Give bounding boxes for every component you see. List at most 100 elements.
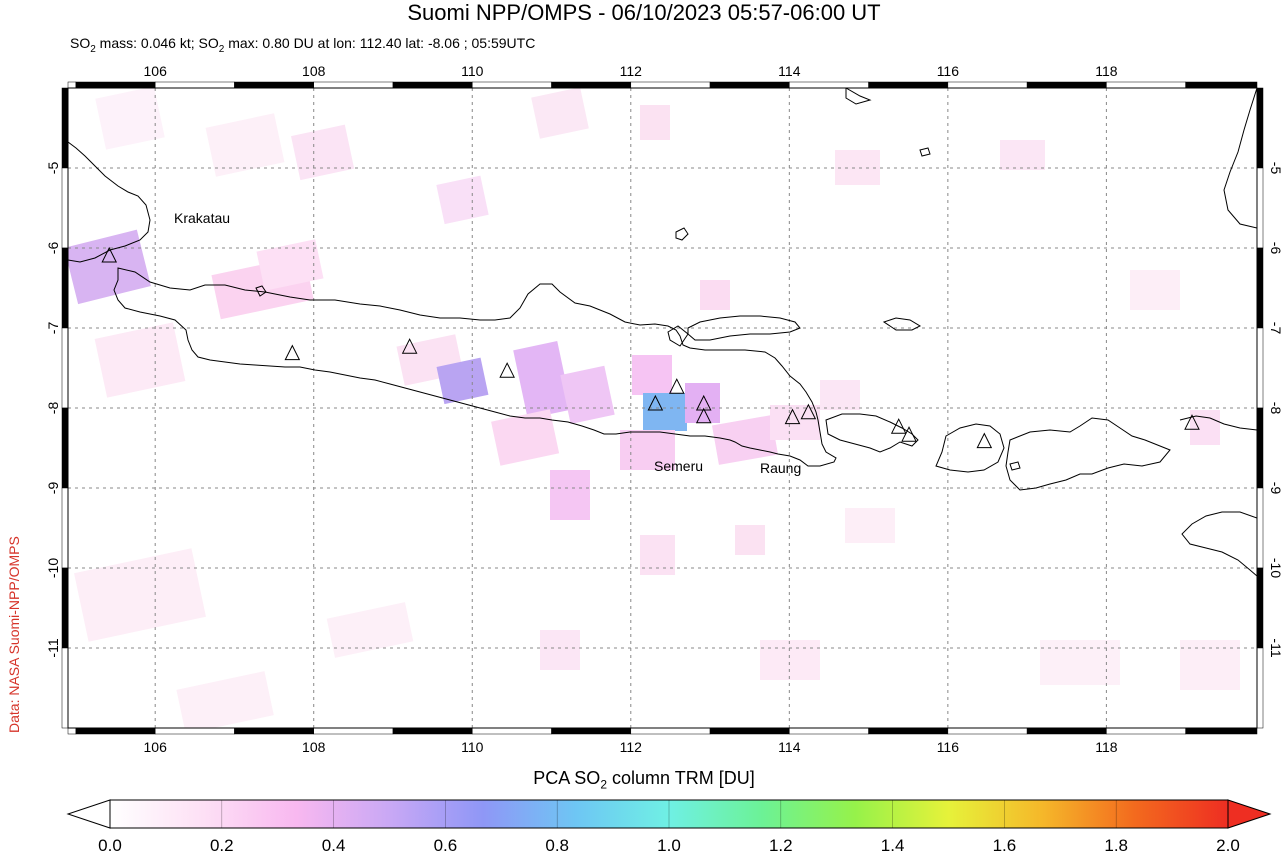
lon-tick-label-top: 114 — [778, 63, 801, 79]
coastline-bawean — [675, 227, 689, 241]
so2-pixel — [640, 535, 675, 575]
so2-pixel — [1000, 140, 1045, 170]
so2-pixel — [820, 380, 860, 410]
so2-pixel — [256, 239, 324, 291]
volcano-triangle-icon — [284, 344, 301, 361]
volcano-labels: Krakatau Semeru Raung — [174, 210, 801, 476]
coastline-kalimantan — [1223, 88, 1257, 229]
colorbar-title: PCA SO2 column TRM [DU] — [0, 768, 1288, 792]
so2-pixel — [711, 415, 779, 465]
colorbar-tick-label: 1.6 — [992, 836, 1017, 855]
colorbar-title-suffix: column TRM [DU] — [607, 768, 755, 788]
so2-pixel — [1130, 270, 1180, 310]
frame-bar-bottom — [709, 727, 790, 735]
lat-tick-label-right: -9 — [1268, 482, 1284, 495]
frame-bar-bottom — [868, 727, 949, 735]
frame-bar-right — [1256, 167, 1264, 249]
frame-bar-top — [947, 81, 1028, 89]
so2-pixel — [700, 280, 730, 310]
so2-pixel — [550, 470, 590, 520]
so2-pixel — [560, 365, 615, 425]
map-frame — [61, 81, 1264, 735]
frame-bar-right — [1256, 407, 1264, 489]
colorbar-title-prefix: PCA SO — [533, 768, 601, 788]
colorbar-under-arrow — [66, 799, 111, 829]
coastline-madura — [687, 315, 801, 341]
coastline-sumba — [1181, 511, 1257, 577]
volcano-triangle-icon — [800, 403, 817, 420]
lon-tick-label-top: 118 — [1095, 63, 1118, 79]
frame-bar-right — [1256, 567, 1264, 649]
so2-pixel — [620, 430, 675, 470]
coastline-sumbawa — [1005, 417, 1171, 491]
frame-bar-top — [472, 81, 552, 89]
colorbar-tick-label: 2.0 — [1216, 836, 1240, 855]
lat-tick-label-left: -10 — [45, 558, 61, 578]
volcano-triangle-icon — [784, 408, 801, 425]
frame-bar-top — [67, 81, 77, 89]
lat-tick-label-left: -9 — [45, 482, 61, 495]
max-value: max: 0.80 DU at lon: 112.40 lat: -8.06 ;… — [224, 35, 536, 51]
colorbar-tick-marks — [109, 800, 1229, 828]
so2-pixel — [735, 525, 765, 555]
frame-bar-bottom — [947, 727, 1028, 735]
frame-bar-top — [868, 81, 949, 89]
coastline-bali — [825, 413, 919, 453]
so2-pixel — [205, 113, 285, 177]
frame-bar-bottom — [1185, 727, 1258, 735]
so2-summary: SO2 mass: 0.046 kt; SO2 max: 0.80 DU at … — [70, 35, 535, 55]
map-gridlines — [68, 88, 1257, 728]
so2-pixel — [74, 548, 206, 642]
lon-tick-label-top: 108 — [302, 63, 326, 79]
so2-pixel — [1040, 640, 1120, 685]
lat-tick-label-left: -6 — [45, 242, 61, 255]
so2-pixel — [94, 322, 186, 398]
lat-tick-label-right: -6 — [1268, 242, 1284, 255]
coastline-small-island — [667, 325, 689, 347]
lat-tick-label-left: -8 — [45, 402, 61, 415]
lon-tick-label-bottom: 106 — [144, 739, 168, 755]
colorbar-tick-label: 0.2 — [209, 836, 234, 855]
frame-bar-left — [61, 327, 69, 409]
colorbar-tick-label: 0.8 — [545, 836, 570, 855]
frame-bar-top — [154, 81, 235, 89]
so2-pixel — [640, 105, 670, 140]
lon-tick-label-top: 112 — [620, 63, 643, 79]
lat-tick-label-right: -7 — [1268, 322, 1284, 335]
so2-pixel — [531, 88, 589, 139]
frame-bar-top — [392, 81, 473, 89]
frame-bar-left — [61, 87, 69, 169]
frame-bar-bottom — [313, 727, 394, 735]
frame-bar-left — [61, 647, 69, 729]
volcano-label-krakatau: Krakatau — [174, 210, 230, 226]
so2-pixel — [685, 383, 720, 423]
lat-tick-label-right: -8 — [1268, 402, 1284, 415]
volcano-triangle-icon — [499, 362, 515, 378]
volcano-label-semeru: Semeru — [654, 458, 703, 474]
colorbar — [66, 799, 1272, 829]
so2-max-pixel — [643, 393, 687, 431]
frame-bar-right — [1256, 327, 1264, 409]
lon-tick-label-bottom: 118 — [1095, 739, 1118, 755]
coastline-kangean — [882, 317, 922, 331]
axis-tick-labels: 106 106 108 108 110 110 112 112 114 114 116 116 118 1… — [45, 63, 1284, 755]
lat-tick-label-left: -5 — [45, 162, 61, 175]
max-label-subscript: 2 — [218, 43, 225, 55]
so2-pixel — [835, 150, 880, 185]
so2-pixel — [326, 602, 414, 658]
mass-label-subscript: 2 — [90, 43, 96, 55]
coastline-borneo-south — [845, 88, 872, 105]
frame-bar-top — [709, 81, 790, 89]
lon-tick-label-bottom: 110 — [461, 739, 484, 755]
colorbar-tick-label: 1.4 — [880, 836, 905, 855]
volcano-triangle-icon — [647, 394, 664, 411]
so2-pixel — [176, 671, 274, 728]
frame-bar-left — [61, 567, 69, 649]
so2-pixel — [291, 124, 355, 181]
frame-bar-bottom — [75, 727, 156, 735]
frame-bar-bottom — [234, 727, 314, 735]
frame-bar-left — [61, 407, 69, 489]
volcano-triangle-icon — [1184, 414, 1200, 430]
colorbar-tick-label: 0.4 — [321, 836, 346, 855]
